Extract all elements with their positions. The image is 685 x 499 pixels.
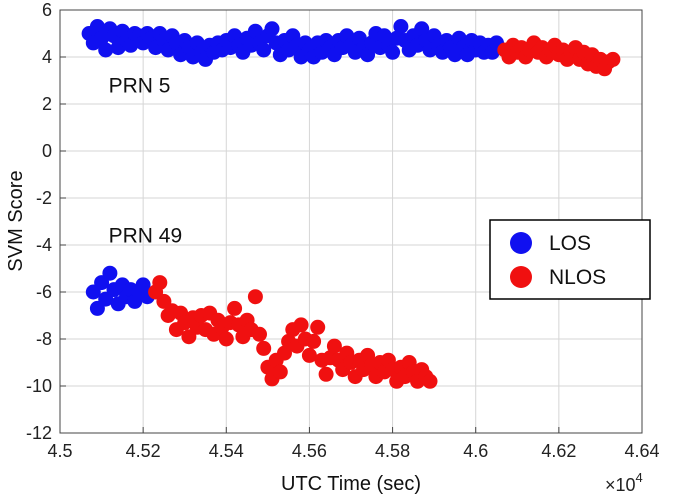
data-point-los: [98, 42, 114, 58]
y-tick-label: 2: [42, 94, 52, 114]
data-point-los: [360, 47, 376, 63]
data-point-nlos: [152, 275, 168, 291]
x-tick-label: 4.56: [292, 441, 327, 461]
data-points: [81, 19, 621, 389]
data-point-nlos: [326, 338, 342, 354]
x-tick-label: 4.58: [375, 441, 410, 461]
y-tick-label: -10: [26, 376, 52, 396]
x-tick-label: 4.6: [463, 441, 488, 461]
data-point-nlos: [318, 366, 334, 382]
legend-label-los: LOS: [549, 232, 591, 255]
x-tick-label: 4.62: [541, 441, 576, 461]
data-point-los: [89, 19, 105, 34]
data-point-nlos: [272, 364, 288, 380]
data-point-los: [102, 265, 118, 281]
x-tick-label: 4.64: [624, 441, 659, 461]
data-point-nlos: [247, 289, 263, 305]
x-tick-label: 4.5: [47, 441, 72, 461]
x-tick-label: 4.52: [126, 441, 161, 461]
y-tick-label: -2: [36, 188, 52, 208]
y-tick-label: 0: [42, 141, 52, 161]
data-point-nlos: [293, 317, 309, 333]
annotation-prn49: PRN 49: [109, 225, 183, 248]
data-point-los: [135, 277, 151, 293]
y-tick-label: -12: [26, 423, 52, 443]
x-axis-label: UTC Time (sec): [281, 473, 421, 495]
legend-marker-los: [510, 232, 532, 254]
data-point-nlos: [422, 373, 438, 389]
x-multiplier: ×104: [605, 470, 643, 495]
axis-ticks: 4.5 4.52 4.54 4.56 4.58 4.6 4.62 4.64 6 4 2 0 -2 -4 -6…: [26, 0, 660, 461]
data-point-nlos: [256, 340, 272, 356]
data-point-los: [385, 44, 401, 60]
x-tick-label: 4.54: [209, 441, 244, 461]
data-point-nlos: [252, 326, 267, 342]
y-tick-label: 4: [42, 47, 52, 67]
data-point-los: [264, 21, 280, 37]
data-point-los: [414, 21, 430, 37]
y-axis-label: SVM Score: [5, 170, 27, 271]
data-point-nlos: [306, 333, 322, 349]
y-tick-label: 6: [42, 0, 52, 20]
y-tick-label: -6: [36, 282, 52, 302]
y-tick-label: -8: [36, 329, 52, 349]
legend-marker-nlos: [510, 266, 532, 288]
data-point-nlos: [301, 347, 317, 363]
data-point-nlos: [218, 331, 234, 347]
data-point-los: [247, 23, 263, 39]
legend-label-nlos: NLOS: [549, 266, 606, 289]
data-point-los: [256, 42, 272, 58]
data-point-nlos: [227, 300, 243, 316]
data-point-nlos: [277, 345, 292, 361]
data-point-nlos: [605, 51, 621, 67]
y-tick-label: -4: [36, 235, 52, 255]
data-point-nlos: [310, 319, 326, 335]
legend: LOS NLOS: [489, 219, 651, 300]
annotation-prn5: PRN 5: [109, 74, 171, 97]
data-point-los: [393, 19, 409, 34]
